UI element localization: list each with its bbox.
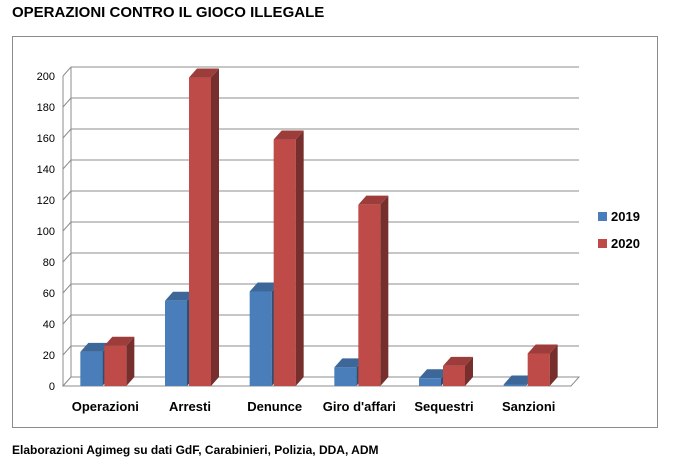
bar-side: [380, 195, 389, 386]
bar-front: [80, 351, 103, 386]
bar: [358, 195, 389, 386]
bar-front: [358, 204, 381, 386]
bar-front: [334, 367, 357, 386]
x-tick-label: Sanzioni: [502, 399, 555, 414]
x-tick-label: Operazioni: [72, 399, 139, 414]
chart-frame: 0 20 40 60 80 100 120 140 160 180 200 Operazioni Arr…: [12, 36, 658, 428]
bar-top: [443, 356, 473, 366]
gridline-side: [62, 128, 72, 139]
bar-top: [80, 342, 111, 352]
y-tick-label: 200: [37, 71, 55, 83]
bar-top: [249, 282, 280, 292]
chart-title: OPERAZIONI CONTRO IL GIOCO ILLEGALE: [12, 4, 325, 21]
bar: [273, 130, 304, 386]
bar-front: [249, 291, 272, 386]
x-tick-labels: Operazioni Arresti Denunce Giro d'affari Seq…: [72, 399, 556, 414]
gridline-side: [62, 97, 72, 108]
bar-side: [211, 68, 219, 387]
bar-top: [104, 336, 135, 346]
bar-front: [527, 353, 550, 386]
bar: [527, 344, 558, 386]
gridline-side: [62, 345, 72, 356]
x-tick-label: Sequestri: [414, 399, 473, 414]
gridline-side: [62, 314, 72, 325]
gridline-side: [62, 283, 72, 294]
bar-side: [295, 130, 304, 386]
y-tick-label: 20: [43, 350, 55, 362]
bar-side: [549, 344, 558, 386]
y-tick-label: 60: [43, 288, 55, 300]
bar-front: [503, 384, 526, 386]
gridlines: [62, 66, 579, 387]
bar-front: [273, 139, 296, 386]
bar-top: [503, 375, 534, 385]
legend: 2019 2020: [598, 209, 640, 251]
x-tick-label: Giro d'affari: [323, 399, 396, 414]
bar-top: [358, 195, 389, 205]
legend-swatch: [598, 239, 607, 248]
gridline-side: [62, 159, 72, 170]
chart-floor: [61, 376, 581, 387]
bar-top: [419, 369, 449, 379]
y-tick-label: 0: [49, 381, 55, 393]
bar: [443, 356, 473, 386]
legend-label: 2019: [611, 209, 640, 224]
bar: [189, 68, 219, 387]
bar-top: [189, 68, 219, 78]
bar-front: [189, 77, 211, 387]
bar-front: [165, 300, 187, 386]
y-tick-label: 120: [37, 195, 55, 207]
bar-side: [465, 356, 473, 386]
bar-top: [334, 358, 365, 368]
x-tick-label: Denunce: [247, 399, 302, 414]
bar-top: [527, 344, 558, 354]
legend-swatch: [598, 212, 607, 221]
bar-front: [419, 378, 441, 386]
gridline-side: [62, 190, 72, 201]
bar-top: [165, 291, 195, 301]
bar-front: [443, 365, 465, 386]
bars: [80, 68, 558, 387]
y-tick-labels: 0 20 40 60 80 100 120 140 160 180 200: [37, 71, 55, 393]
y-tick-label: 100: [37, 226, 55, 238]
y-tick-label: 80: [43, 257, 55, 269]
gridline-side: [62, 66, 72, 77]
bar-top: [273, 130, 304, 140]
legend-label: 2020: [611, 236, 640, 251]
bar-front: [104, 345, 127, 386]
x-tick-label: Arresti: [169, 399, 211, 414]
y-tick-label: 180: [37, 102, 55, 114]
gridline-side: [62, 252, 72, 263]
chart-caption: Elaborazioni Agimeg su dati GdF, Carabin…: [12, 443, 379, 457]
y-tick-label: 160: [37, 133, 55, 145]
bar-side: [126, 336, 135, 386]
y-tick-label: 140: [37, 164, 55, 176]
y-tick-label: 40: [43, 319, 55, 331]
gridline-side: [62, 221, 72, 232]
bar-chart: 0 20 40 60 80 100 120 140 160 180 200 Operazioni Arr…: [37, 66, 640, 414]
bar: [104, 336, 135, 386]
